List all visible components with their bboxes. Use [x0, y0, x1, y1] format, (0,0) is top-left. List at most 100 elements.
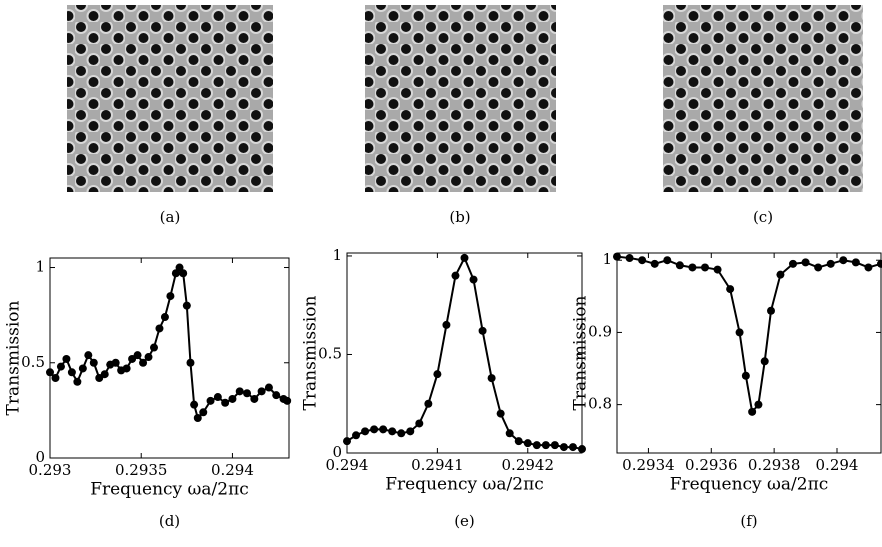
- data-point: [851, 258, 860, 267]
- data-point: [688, 263, 697, 272]
- data-point: [122, 364, 131, 373]
- x-tick-label: 0.294: [326, 456, 369, 474]
- data-point: [451, 271, 460, 280]
- data-point: [235, 387, 244, 396]
- data-point: [767, 306, 775, 315]
- data-point: [442, 320, 451, 329]
- data-point: [62, 354, 71, 363]
- data-point: [89, 358, 98, 367]
- data-point: [415, 419, 424, 428]
- data-point: [478, 326, 487, 335]
- data-point: [213, 393, 222, 402]
- data-point: [111, 358, 120, 367]
- y-tick-label: 1: [602, 250, 612, 268]
- data-point: [675, 261, 684, 270]
- y-tick-label: 0.9: [588, 322, 612, 340]
- x-tick-label: 0.294: [211, 461, 254, 479]
- micrograph: [67, 5, 273, 192]
- data-point: [713, 265, 722, 274]
- data-point: [133, 351, 142, 360]
- panel-label: (a): [160, 208, 181, 226]
- data-point: [789, 259, 797, 268]
- data-point: [663, 256, 672, 265]
- y-axis-label: Transmission: [571, 296, 591, 411]
- data-point: [864, 263, 873, 272]
- x-axis-label: Frequency ωa/2πc: [385, 475, 544, 495]
- x-tick-label: 0.293: [29, 461, 72, 479]
- data-point: [56, 362, 65, 371]
- data-point: [433, 370, 442, 379]
- panel-label: (c): [753, 208, 773, 226]
- data-point: [175, 263, 184, 272]
- data-point: [257, 387, 266, 396]
- y-tick-label: 0: [332, 443, 342, 461]
- data-point: [166, 292, 175, 301]
- data-point: [650, 259, 659, 268]
- data-point: [171, 269, 180, 278]
- data-point: [496, 409, 505, 418]
- panel-label: (f): [740, 512, 757, 530]
- data-point: [243, 389, 252, 398]
- data-point: [550, 441, 559, 450]
- x-tick-label: 0.2942: [502, 456, 555, 474]
- data-point: [67, 368, 76, 377]
- data-point: [701, 263, 709, 272]
- data-point: [741, 371, 750, 380]
- data-point: [397, 429, 406, 438]
- data-point: [182, 301, 191, 310]
- data-point: [638, 256, 647, 265]
- data-point: [186, 358, 195, 367]
- data-point: [250, 394, 259, 403]
- data-point: [144, 353, 153, 362]
- y-axis-label: Transmission: [301, 296, 321, 411]
- axes-box: [49, 257, 290, 459]
- data-point: [199, 408, 208, 417]
- data-point: [514, 437, 523, 446]
- data-point: [179, 269, 188, 278]
- data-point: [370, 425, 379, 434]
- data-point: [221, 398, 230, 407]
- data-point: [361, 427, 370, 436]
- data-point: [264, 383, 273, 392]
- data-point: [424, 399, 433, 408]
- data-line: [346, 255, 583, 451]
- data-point: [469, 275, 478, 284]
- data-point: [100, 370, 109, 379]
- data-point: [625, 254, 634, 263]
- data-point: [155, 324, 164, 333]
- data-point: [190, 400, 199, 409]
- data-point: [84, 351, 93, 360]
- y-tick-label: 1: [35, 258, 45, 276]
- data-point: [193, 414, 202, 422]
- data-point: [460, 253, 469, 262]
- y-axis-label: Transmission: [4, 301, 24, 416]
- y-tick-label: 0.5: [21, 353, 45, 371]
- axes-box: [346, 252, 583, 454]
- data-point: [776, 270, 785, 279]
- panel-label: (b): [449, 208, 470, 226]
- data-point: [406, 427, 415, 436]
- data-point: [51, 374, 60, 382]
- axes-box: [616, 252, 882, 454]
- x-tick-label: 0.2935: [115, 461, 168, 479]
- y-tick-label: 1: [332, 246, 342, 264]
- data-point: [206, 396, 215, 405]
- data-point: [532, 441, 541, 450]
- data-point: [523, 439, 532, 448]
- data-point: [505, 429, 514, 438]
- data-point: [760, 357, 769, 366]
- data-point: [826, 259, 835, 268]
- micrograph: [365, 5, 556, 192]
- data-point: [487, 374, 496, 383]
- panel-label: (d): [159, 512, 180, 530]
- data-point: [735, 328, 744, 337]
- data-point: [726, 285, 735, 294]
- data-point: [754, 400, 763, 409]
- data-point: [839, 256, 848, 265]
- data-point: [160, 313, 169, 322]
- x-tick-label: 0.294: [816, 456, 859, 474]
- data-point: [388, 427, 397, 436]
- x-tick-label: 0.2936: [685, 456, 738, 474]
- data-point: [352, 431, 361, 440]
